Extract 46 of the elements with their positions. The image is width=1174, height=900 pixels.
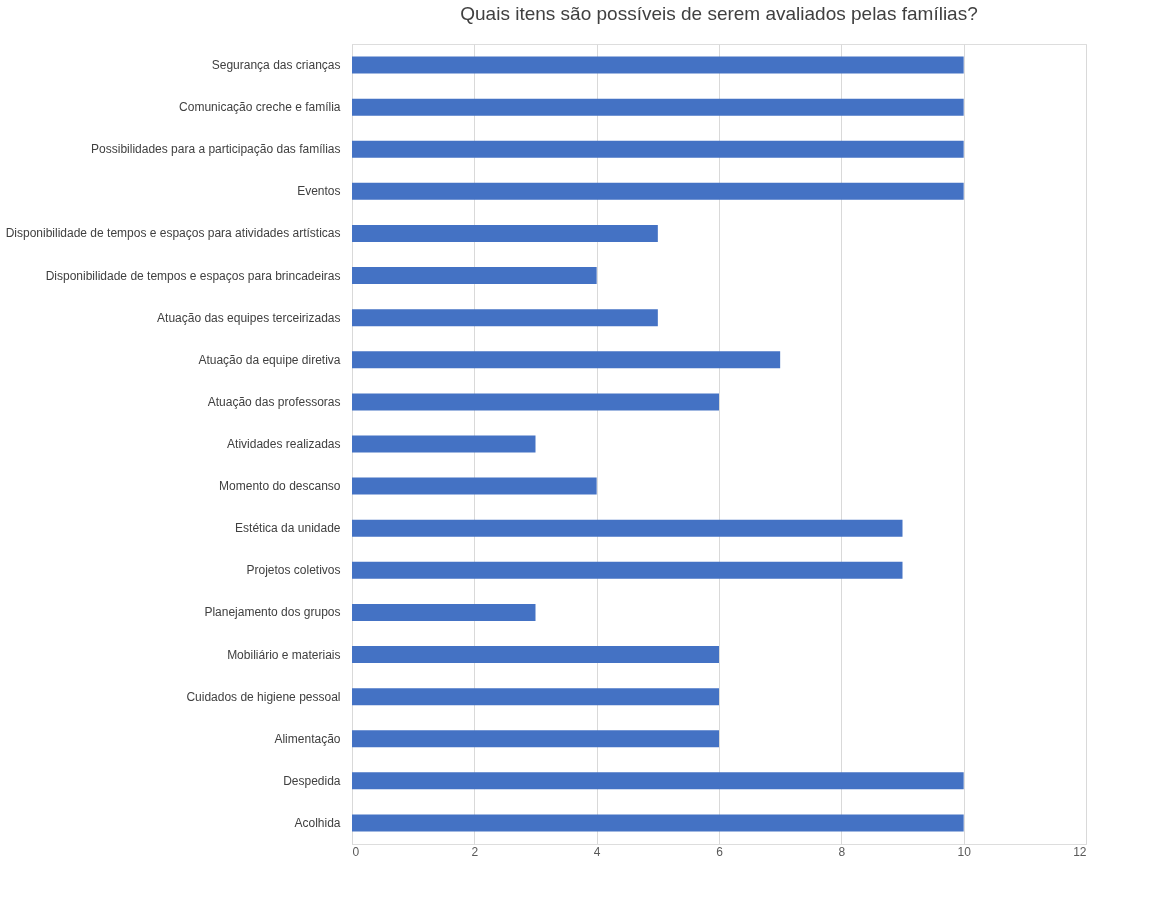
y-tick-label: Disponibilidade de tempos e espaços para atividades artísticas	[5, 226, 341, 241]
y-tick-label: Projetos coletivos	[246, 563, 341, 578]
bar	[352, 646, 719, 664]
y-tick-label: Atuação da equipe diretiva	[198, 352, 341, 367]
y-tick-label: Momento do descanso	[219, 479, 341, 494]
y-tick-label: Disponibilidade de tempos e espaços para brincadeiras	[45, 268, 341, 283]
bar	[352, 140, 964, 158]
bar	[352, 224, 658, 242]
bar	[352, 267, 597, 285]
y-tick-label: Cuidados de higiene pessoal	[186, 689, 341, 704]
x-tick-label: 6	[716, 844, 724, 859]
x-tick-label: 4	[593, 844, 601, 859]
bar	[352, 772, 964, 790]
x-tick-label: 0	[352, 844, 360, 859]
bar	[352, 56, 964, 74]
y-tick-label: Acolhida	[294, 815, 341, 830]
bar	[352, 182, 964, 200]
y-tick-label: Eventos	[297, 184, 341, 199]
bar	[352, 814, 964, 832]
bar	[352, 730, 719, 748]
bar	[352, 393, 719, 411]
x-tick-label: 12	[1073, 844, 1087, 859]
bar	[352, 435, 536, 453]
bar	[352, 477, 597, 495]
x-tick-label: 2	[471, 844, 479, 859]
y-tick-label: Possibilidades para a participação das famílias	[91, 142, 341, 157]
y-tick-label: Atividades realizadas	[227, 437, 341, 451]
x-tick-label: 8	[838, 844, 846, 859]
y-tick-label: Despedida	[283, 773, 341, 788]
y-tick-label: Alimentação	[274, 731, 341, 746]
y-tick-label: Mobiliário e materiais	[227, 647, 341, 662]
y-tick-label: Planejamento dos grupos	[204, 605, 341, 620]
x-tick-label: 10	[957, 844, 972, 859]
y-tick-label: Atuação das equipes terceirizadas	[157, 310, 341, 325]
y-tick-label: Segurança das crianças	[211, 58, 341, 73]
bar	[352, 603, 536, 621]
bar	[352, 351, 781, 369]
y-tick-label: Estética da unidade	[235, 521, 341, 536]
bar	[352, 561, 903, 579]
bar	[352, 519, 903, 537]
bar	[352, 688, 719, 706]
y-tick-label: Comunicação creche e família	[179, 100, 341, 115]
chart-title: Quais itens são possíveis de serem avaliados pelas famílias?	[460, 3, 978, 24]
bar	[352, 309, 658, 327]
bar	[352, 98, 964, 116]
y-tick-label: Atuação das professoras	[207, 394, 341, 409]
